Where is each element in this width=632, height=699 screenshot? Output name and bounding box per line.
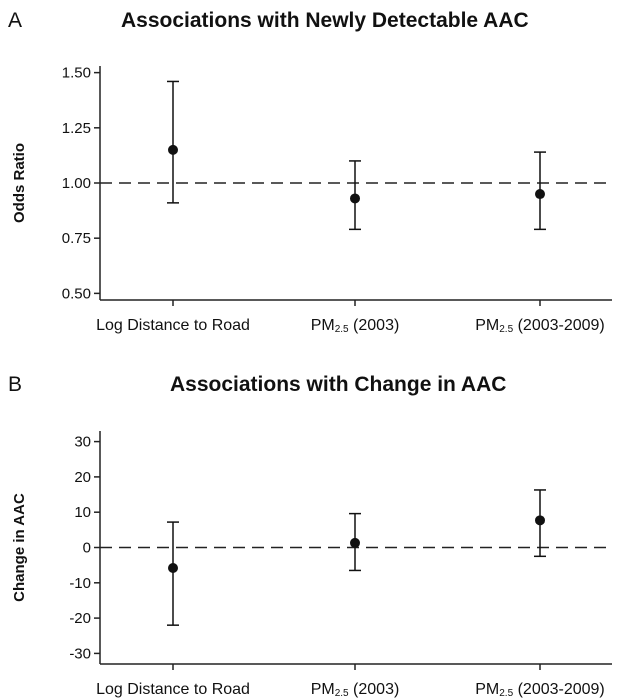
panel-b-y-tick-label: 20 xyxy=(74,469,91,486)
panel-a-y-tick-label: 1.50 xyxy=(62,65,91,82)
panel-a-category-label: Log Distance to Road xyxy=(96,317,250,334)
panel-a-y-tick-label: 1.25 xyxy=(62,120,91,137)
panel-b-category-label: Log Distance to Road xyxy=(96,681,250,698)
panel-a-y-axis-title: Odds Ratio xyxy=(11,143,28,223)
panel-a-y-tick-label: 0.75 xyxy=(62,230,91,247)
panel-a-y-tick-label: 1.00 xyxy=(62,175,91,192)
panel-b-y-tick-label: 0 xyxy=(83,540,91,557)
panel-b-point-estimate xyxy=(535,515,545,526)
panel-a-point-estimate xyxy=(350,193,360,204)
panel-b-point-estimate xyxy=(350,537,360,548)
panel-a-point-estimate xyxy=(535,189,545,200)
panel-b-y-tick-label: -20 xyxy=(69,610,91,627)
panel-a-category-label: PM2.5 (2003-2009) xyxy=(475,317,605,335)
panel-a-title: Associations with Newly Detectable AAC xyxy=(121,9,529,32)
panel-b-y-tick-label: -30 xyxy=(69,645,91,662)
panel-a-point-estimate xyxy=(168,144,178,155)
panel-b-category-label: PM2.5 (2003-2009) xyxy=(475,681,605,699)
panel-b-y-tick-label: 10 xyxy=(74,504,91,521)
panel-b-y-axis-title: Change in AAC xyxy=(11,493,28,602)
panel-b-title: Associations with Change in AAC xyxy=(170,373,507,396)
panel-b-point-estimate xyxy=(168,562,178,573)
panel-b-category-label: PM2.5 (2003) xyxy=(311,681,400,699)
panel-b-y-tick-label: -10 xyxy=(69,575,91,592)
panel-a-category-label: PM2.5 (2003) xyxy=(311,317,400,335)
panel-a-letter: A xyxy=(8,9,23,32)
panel-a-y-tick-label: 0.50 xyxy=(62,285,91,302)
panel-b-y-tick-label: 30 xyxy=(74,434,91,451)
panel-b-letter: B xyxy=(8,373,23,396)
